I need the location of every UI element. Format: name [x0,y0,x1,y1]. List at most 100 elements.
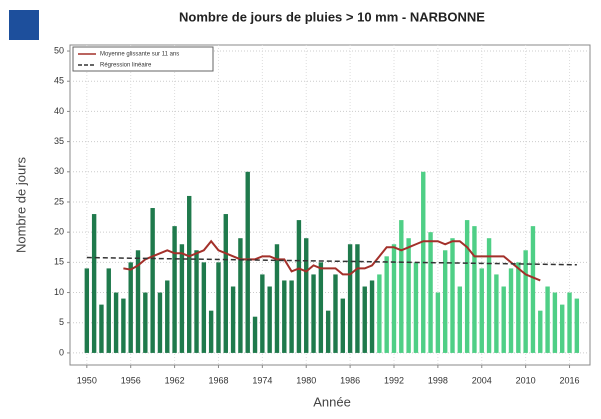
bar [560,304,565,353]
bar [567,292,572,353]
series-line [86,256,577,266]
bar [128,262,133,353]
x-tick-label: 1998 [428,375,448,385]
y-tick-label: 45 [54,76,64,86]
bar [340,298,345,353]
x-tick-label: 1950 [77,375,97,385]
bar [99,304,104,353]
bar [113,292,119,353]
bar [135,250,141,353]
bar [523,250,528,353]
bar [296,220,302,353]
bar [208,310,214,353]
bar [179,244,185,353]
x-axis-label: Année [313,394,351,409]
bar [260,274,265,353]
bar [150,208,155,353]
y-tick-label: 15 [54,257,64,267]
series-line [123,239,541,282]
bar [187,195,192,353]
x-tick-label: 1956 [121,375,141,385]
x-tick-label: 2004 [472,375,492,385]
bar [472,226,477,353]
bar [252,316,258,353]
bar [143,292,148,353]
bar [377,274,382,353]
y-tick-label: 25 [54,196,64,206]
x-tick-label: 1968 [208,375,228,385]
bar [508,268,514,353]
y-tick-label: 10 [54,287,64,297]
legend-label: Moyenne glissante sur 11 ans [100,52,179,58]
bar [369,280,375,353]
bar [464,220,470,353]
y-tick-label: 30 [54,166,64,176]
bar [304,238,309,353]
bar [545,286,550,353]
bar [413,262,419,353]
bar [194,250,199,353]
x-tick-label: 1986 [340,375,360,385]
bar [157,292,163,353]
bar [121,298,126,353]
bar [530,226,536,353]
bar [238,238,243,353]
bar [223,214,228,353]
bar [347,244,353,353]
y-tick-label: 50 [54,45,64,55]
bar [230,286,236,353]
bar [435,292,441,353]
bar [406,238,411,353]
bar [391,244,397,353]
bar [399,220,404,353]
y-tick-label: 0 [59,347,64,357]
bar [516,262,521,353]
bar [325,310,331,353]
x-tick-label: 2016 [560,375,580,385]
y-tick-label: 20 [54,227,64,237]
bar [457,286,463,353]
bar [479,268,484,353]
bar [84,268,90,353]
x-tick-label: 2010 [516,375,536,385]
x-tick-label: 1962 [165,375,185,385]
x-tick-label: 1980 [296,375,316,385]
bar [282,280,287,353]
bar [428,232,433,353]
bar [311,274,316,353]
y-tick-label: 5 [59,317,64,327]
bar [501,286,506,353]
x-tick-label: 1974 [252,375,272,385]
bar [318,262,324,353]
legend-label: Régression linéaire [100,63,152,69]
bar [362,286,367,353]
bar [289,280,294,353]
bar [486,238,492,353]
bar [384,256,389,353]
bar [355,244,360,353]
bar [552,292,558,353]
bar [267,286,272,353]
bar [538,310,543,353]
bar [274,244,280,353]
bar [201,262,207,353]
bar [442,250,448,353]
bar [333,274,338,353]
plot-frame [69,44,591,366]
chart-title: Nombre de jours de pluies > 10 mm - NARB… [179,9,485,24]
bar [165,280,170,353]
y-tick-label: 40 [54,106,64,116]
bar [245,171,250,353]
bar [91,214,97,353]
bar [172,226,177,353]
bar [216,262,221,353]
bar [574,298,580,353]
bar [106,268,111,353]
bar [494,274,499,353]
y-tick-label: 35 [54,136,64,146]
logo [9,10,39,40]
y-axis-label: Nombre de jours [13,156,28,253]
x-tick-label: 1992 [384,375,404,385]
bar [450,238,455,353]
